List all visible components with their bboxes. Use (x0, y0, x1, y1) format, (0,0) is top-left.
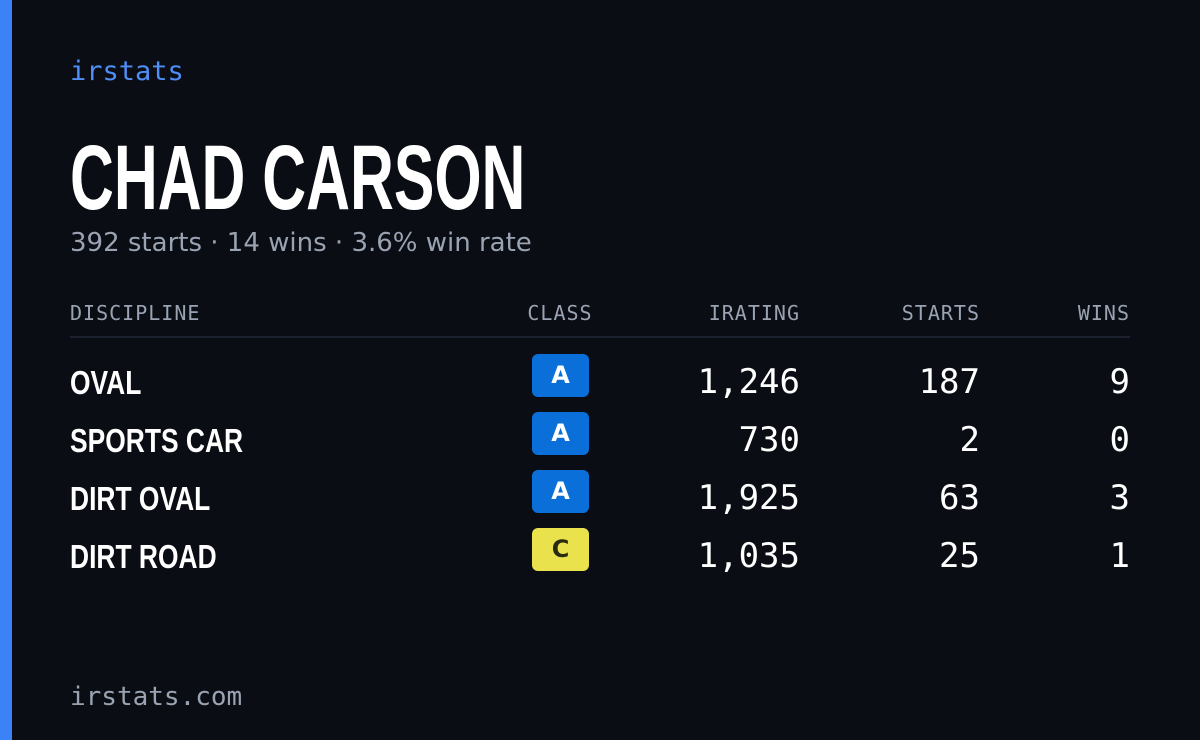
driver-name: CHAD CARSON (70, 127, 526, 229)
starts: 2 (959, 420, 980, 460)
irating: 1,925 (697, 478, 800, 518)
brand: irstats (70, 56, 184, 87)
driver-summary: 392 starts · 14 wins · 3.6% win rate (70, 228, 532, 258)
class-badge: C (532, 528, 589, 571)
wins: 1 (1109, 536, 1130, 576)
header-rule (70, 336, 1130, 338)
irating: 730 (738, 420, 800, 460)
discipline: SPORTS CAR (70, 422, 244, 459)
column-header: WINS (1077, 301, 1130, 325)
column-header: IRATING (708, 301, 800, 325)
discipline: OVAL (70, 364, 142, 401)
starts: 187 (918, 362, 980, 402)
class-badge: A (532, 470, 589, 513)
column-header: DISCIPLINE (70, 301, 201, 325)
irating: 1,035 (697, 536, 800, 576)
accent-bar (0, 0, 12, 740)
footer: irstats.com (70, 682, 243, 712)
wins: 0 (1109, 420, 1130, 460)
discipline: DIRT OVAL (70, 480, 211, 517)
wins: 3 (1109, 478, 1130, 518)
irating: 1,246 (697, 362, 800, 402)
starts: 63 (939, 478, 980, 518)
column-header: CLASS (527, 301, 593, 325)
starts: 25 (939, 536, 980, 576)
column-header: STARTS (901, 301, 980, 325)
class-badge: A (532, 354, 589, 397)
discipline: DIRT ROAD (70, 538, 217, 575)
class-badge: A (532, 412, 589, 455)
wins: 9 (1109, 362, 1130, 402)
